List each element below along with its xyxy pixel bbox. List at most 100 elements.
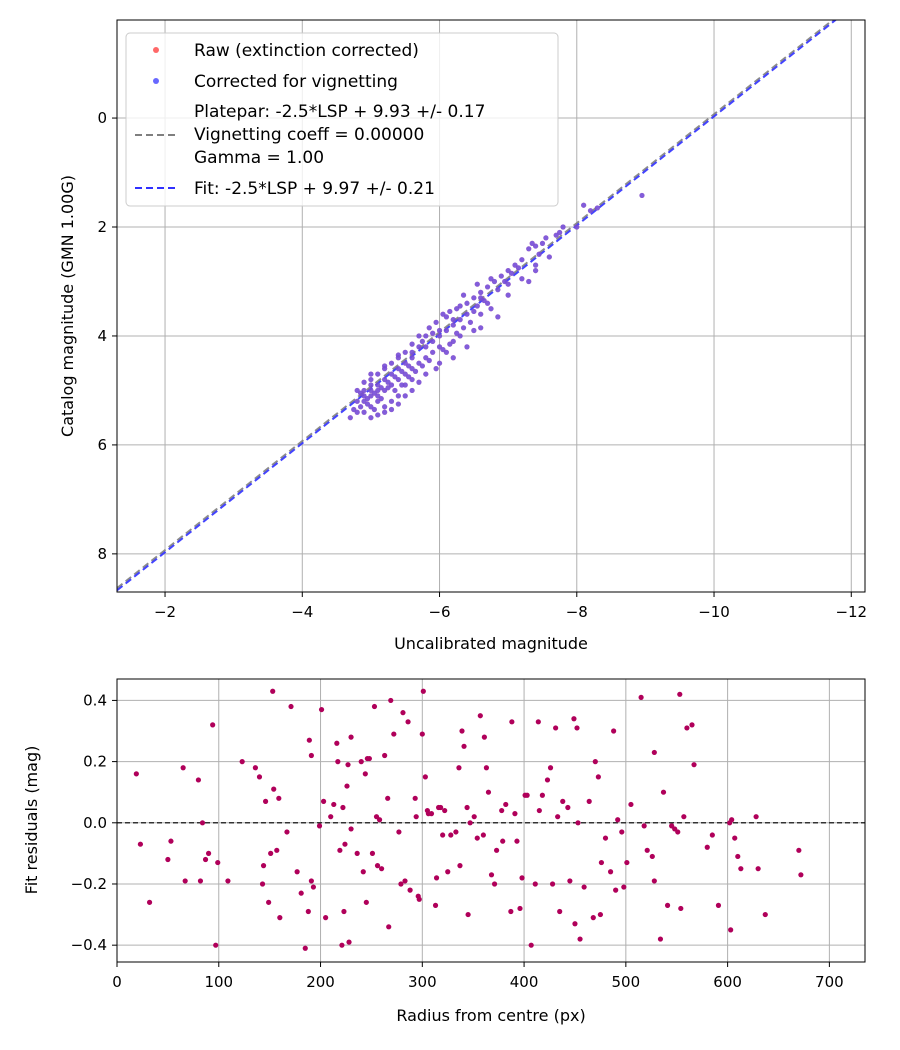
bottom-plot: 0 100 200 300 400 500 600 700 0.4 0.2 0.0 −0.2 −0.4… [22, 678, 866, 1025]
residual-point [681, 814, 687, 820]
residual-point [544, 777, 551, 783]
residual-point [348, 734, 354, 740]
residual-point [294, 869, 300, 875]
corrected-point [399, 382, 405, 388]
residual-point [755, 866, 761, 872]
corrected-point [351, 406, 357, 413]
bottom-x-tick-label: 500 [612, 973, 641, 991]
corrected-point [368, 382, 374, 388]
corrected-point [347, 415, 353, 421]
corrected-point [385, 379, 391, 385]
corrected-point [412, 368, 419, 374]
corrected-point [361, 379, 367, 385]
corrected-point [416, 379, 422, 385]
top-x-tick-label: −2 [154, 603, 176, 621]
residual-point [565, 804, 571, 811]
bottom-x-tick-label: 700 [815, 973, 844, 991]
residual-point [572, 921, 578, 927]
corrected-point [478, 325, 484, 331]
platepar-line [117, 20, 835, 589]
residual-point [271, 786, 277, 792]
residual-point [210, 722, 216, 728]
corrected-point [382, 404, 388, 410]
residual-point [318, 706, 325, 713]
residual-point [388, 697, 394, 704]
residual-point [407, 887, 413, 893]
residual-point [323, 915, 329, 921]
residual-point [213, 942, 219, 948]
corrected-point [639, 192, 645, 199]
corrected-point [392, 387, 398, 394]
corrected-point [399, 368, 405, 374]
residual-point [467, 820, 473, 826]
corrected-point [508, 270, 515, 276]
corrected-point [467, 319, 474, 325]
residual-point [678, 905, 684, 912]
corrected-point [471, 327, 477, 334]
residual-point [560, 798, 566, 804]
residual-point [519, 875, 525, 881]
corrected-point [430, 330, 436, 336]
residual-point [590, 915, 596, 921]
top-scatter-points [347, 192, 645, 421]
corrected-point [440, 311, 446, 317]
legend-platepar-line-1: Platepar: -2.5*LSP + 9.93 +/- 0.17 [194, 102, 485, 122]
bottom-y-tick-label: 0.2 [83, 753, 107, 771]
residual-point [512, 811, 518, 817]
residual-point [386, 924, 392, 930]
residual-point [539, 792, 545, 798]
residual-point [199, 820, 206, 826]
corrected-point [464, 300, 470, 306]
residual-point [619, 829, 625, 835]
residual-point [628, 801, 634, 808]
residual-point [239, 759, 245, 765]
bottom-y-tick-label: −0.4 [71, 936, 107, 954]
residual-point [456, 765, 462, 771]
residual-point [798, 872, 804, 878]
corrected-point [406, 374, 412, 380]
corrected-point [433, 319, 439, 325]
legend-platepar-line-2: Vignetting coeff = 0.00000 [194, 125, 424, 145]
residual-point [225, 878, 231, 884]
residual-point [305, 908, 311, 915]
corrected-point [587, 208, 594, 214]
residual-point [657, 936, 664, 942]
corrected-point [498, 273, 504, 279]
corrected-point [495, 314, 501, 320]
residual-point [274, 847, 280, 853]
residual-point [442, 807, 448, 814]
bottom-y-ticks: 0.4 0.2 0.0 −0.2 −0.4 [71, 691, 117, 954]
corrected-point [450, 355, 456, 361]
corrected-point [478, 289, 484, 295]
corrected-point [419, 338, 425, 345]
bottom-x-tick-label: 200 [306, 973, 335, 991]
corrected-point [375, 371, 381, 377]
residual-point [481, 734, 487, 740]
residual-point [260, 863, 267, 869]
corrected-point [447, 341, 453, 347]
residual-point [762, 911, 768, 918]
residual-point [508, 908, 514, 915]
residual-point [483, 765, 490, 771]
top-y-tick-label: 2 [97, 218, 107, 236]
corrected-point [464, 344, 470, 350]
top-plot: −2 −4 −6 −8 −10 −12 0 2 4 6 8 Uncalibrated magnit… [58, 19, 867, 653]
corrected-point [388, 406, 395, 413]
bottom-x-tick-label: 400 [510, 973, 539, 991]
residual-point [344, 783, 350, 789]
corrected-point [474, 281, 480, 287]
corrected-point [426, 357, 432, 364]
corrected-point [450, 317, 456, 323]
residual-point [509, 719, 515, 725]
corrected-point [519, 257, 525, 263]
corrected-point [464, 311, 470, 317]
top-x-tick-label: −6 [428, 603, 450, 621]
corrected-point [460, 325, 467, 331]
corrected-point [364, 396, 371, 402]
corrected-point [371, 406, 377, 413]
residual-point [493, 847, 500, 853]
corrected-point [402, 349, 408, 355]
residual-point [555, 814, 561, 820]
residual-point [677, 691, 683, 697]
residual-point [536, 807, 542, 814]
